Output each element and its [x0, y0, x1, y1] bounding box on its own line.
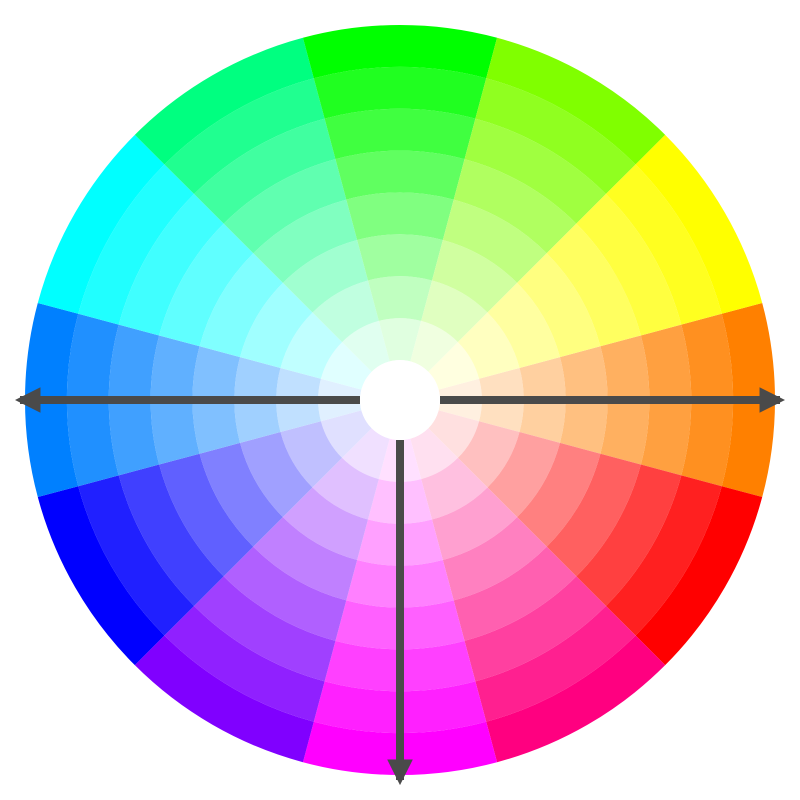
wheel-cell: [357, 234, 443, 280]
wheel-cell: [368, 276, 432, 321]
wheel-cell: [335, 151, 464, 200]
color-wheel-diagram: [0, 0, 800, 800]
center-hole: [360, 360, 440, 440]
wheel-cell: [346, 193, 453, 241]
